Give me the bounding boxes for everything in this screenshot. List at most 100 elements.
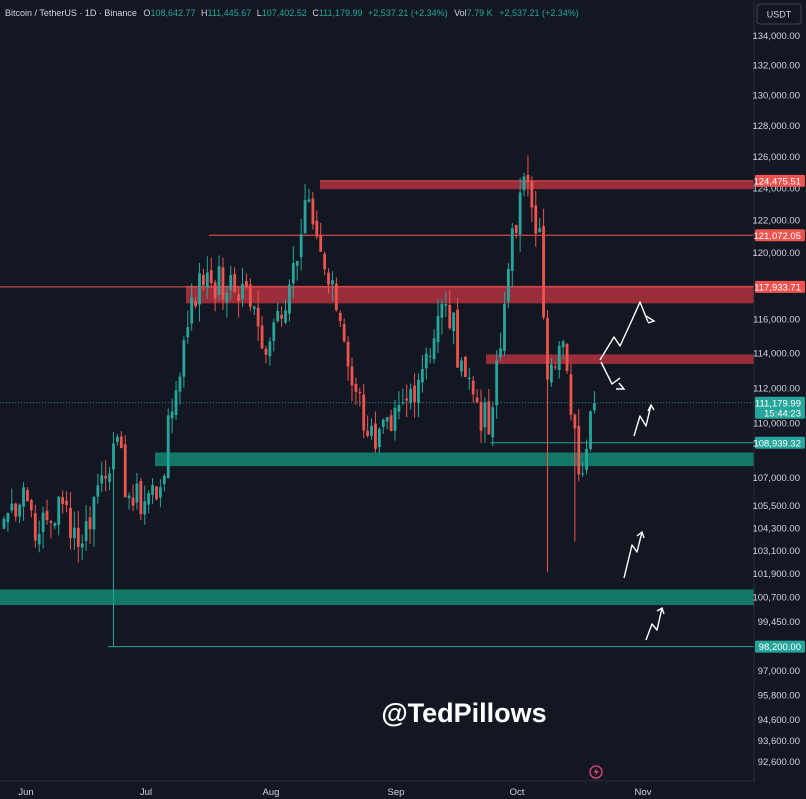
price-tag: 117,933.71	[754, 280, 805, 293]
candle-body	[303, 200, 307, 234]
candle-up	[401, 388, 405, 405]
candle-body	[299, 233, 303, 258]
lightning-icon[interactable]	[589, 765, 603, 779]
candle-down	[546, 309, 549, 573]
candle-body	[393, 407, 397, 431]
candle-up	[467, 367, 471, 390]
resistance-zone	[320, 180, 754, 190]
candle-down	[248, 278, 252, 312]
candle-body	[221, 267, 225, 300]
candle-down	[131, 484, 135, 512]
candle-down	[354, 377, 358, 405]
candle-body	[88, 517, 92, 530]
candle-body	[432, 338, 436, 360]
candle-up	[135, 472, 139, 510]
candle-body	[233, 274, 237, 292]
candle-body	[546, 317, 549, 380]
candle-up	[538, 217, 542, 233]
arrow-annotations	[599, 301, 665, 641]
candle-body	[362, 394, 366, 431]
candle-up	[225, 285, 229, 318]
candle-body	[401, 402, 405, 404]
candle-body	[131, 497, 135, 506]
candle-body	[237, 294, 240, 301]
candle-body	[151, 485, 154, 495]
candle-up	[178, 372, 182, 405]
candle-up	[284, 299, 287, 325]
candle-body	[6, 512, 10, 523]
candle-body	[522, 176, 526, 191]
candle-down	[374, 411, 377, 453]
symbol-legend[interactable]: Bitcoin / TetherUS · 1D · Binance O108,6…	[5, 8, 579, 18]
candle-body	[10, 503, 14, 511]
candle-body	[264, 348, 268, 355]
candle-up	[436, 298, 440, 354]
high-label: H	[201, 8, 208, 18]
candle-down	[123, 435, 127, 498]
low-label: L	[257, 8, 262, 18]
candle-body	[26, 490, 29, 502]
candle-up	[550, 358, 553, 387]
candle-body	[33, 513, 37, 541]
candle-body	[358, 392, 362, 394]
candle-up	[483, 397, 487, 444]
candle-body	[2, 518, 6, 529]
candle-body	[65, 500, 68, 505]
candle-body	[291, 263, 295, 284]
candle-body	[115, 436, 119, 443]
volume-value: 7.79 K	[467, 8, 493, 18]
candle-up	[503, 291, 506, 357]
candle-down	[139, 477, 143, 521]
candle-body	[139, 480, 143, 514]
arrow-line	[633, 404, 652, 437]
candle-body	[514, 224, 518, 233]
candle-down	[405, 384, 409, 418]
candle-body	[268, 341, 272, 357]
candle-body	[194, 300, 197, 307]
candle-body	[217, 266, 221, 296]
candle-body	[475, 397, 479, 403]
price-tick-label: 94,600.00	[758, 715, 800, 726]
candles-layer	[2, 155, 596, 647]
candle-up	[72, 511, 76, 551]
candle-down	[366, 415, 370, 438]
candle-down	[323, 251, 327, 275]
price-tick-label: 116,000.00	[753, 314, 800, 325]
price-tick-label: 120,000.00	[752, 248, 800, 259]
candle-up	[229, 265, 233, 300]
candle-body	[319, 235, 323, 252]
time-axis[interactable]: Jun Jul Aug Sep Oct Nov	[18, 787, 651, 798]
candle-body	[69, 507, 72, 538]
candle-up	[370, 418, 373, 440]
price-tag-bg	[755, 436, 805, 449]
candle-body	[444, 304, 448, 306]
candle-body	[248, 284, 252, 307]
candle-body	[241, 284, 244, 299]
candle-body	[284, 310, 287, 323]
candle-body	[104, 475, 108, 479]
currency-button[interactable]: USDT	[756, 3, 802, 25]
candle-body	[424, 353, 428, 369]
time-tick-label: Oct	[510, 787, 525, 798]
candle-body	[463, 356, 467, 377]
candle-body	[260, 325, 264, 349]
candle-up	[112, 431, 115, 647]
price-tick-label: 124,000.00	[752, 183, 800, 194]
close-value: 111,179.99	[319, 8, 363, 18]
candle-up	[460, 357, 463, 377]
candle-up	[147, 490, 151, 514]
candle-down	[45, 499, 49, 525]
candle-body	[503, 303, 506, 351]
candle-body	[45, 510, 49, 521]
candle-down	[76, 510, 80, 563]
candle-body	[428, 355, 432, 357]
price-tag-label: 108,939.32	[753, 438, 801, 449]
arrow-annotation	[599, 301, 656, 361]
symbol-name[interactable]: Bitcoin / TetherUS · 1D · Binance	[5, 8, 137, 18]
candle-down	[311, 191, 315, 230]
candle-body	[370, 425, 373, 436]
candle-down	[389, 409, 393, 432]
candle-body	[112, 443, 115, 470]
